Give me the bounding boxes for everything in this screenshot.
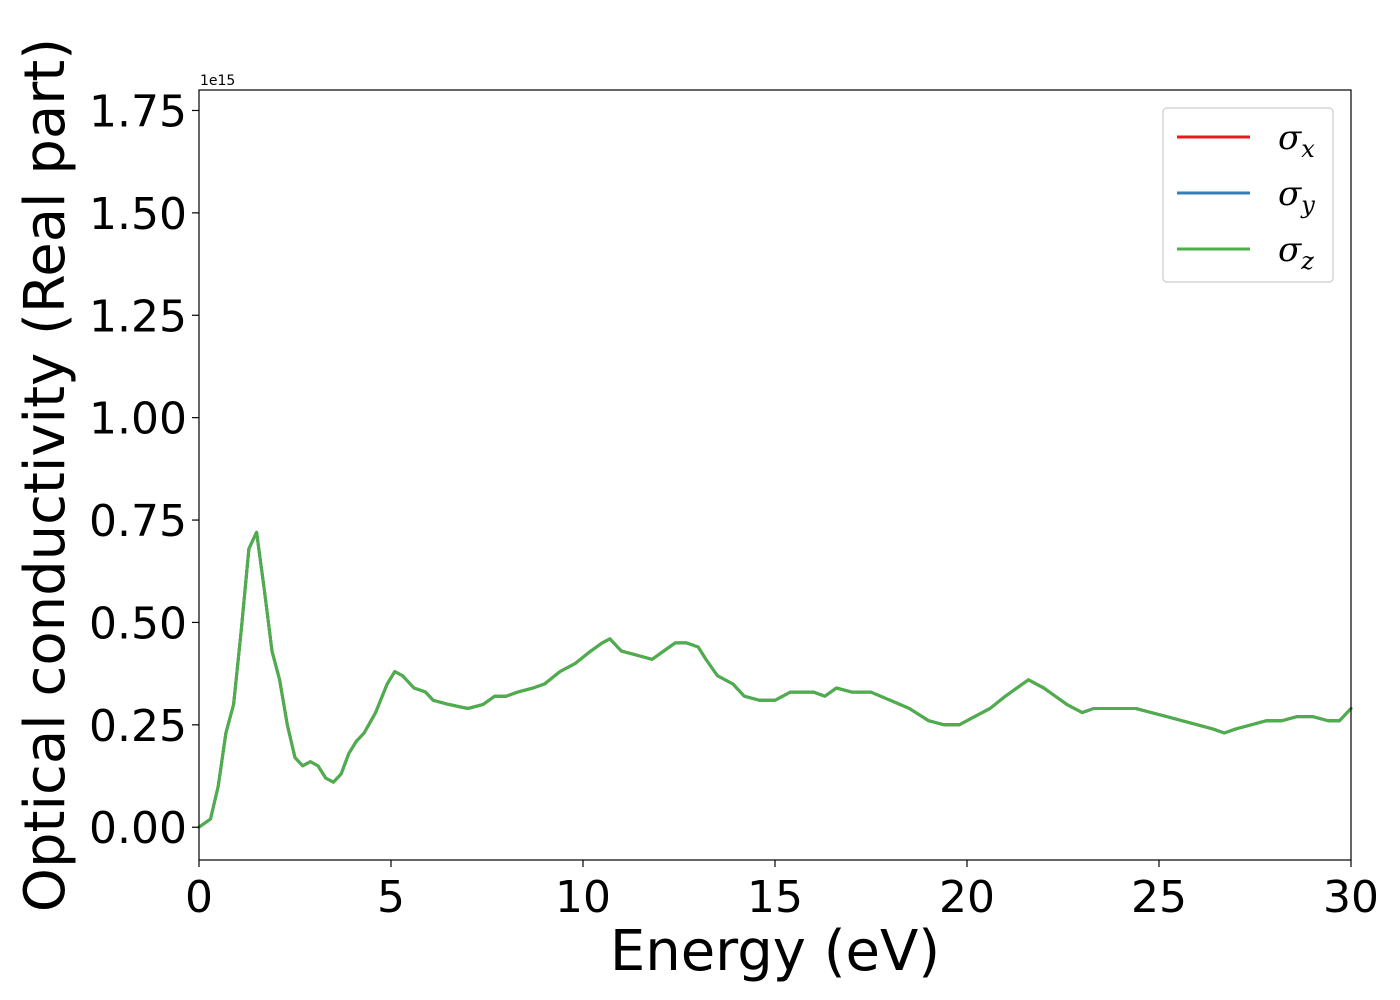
y-axis-label: Optical conductivity (Real part) [13, 38, 78, 912]
x-axis-ticks: 0 5 10 15 20 25 30 [185, 860, 1379, 923]
y-tick-label: 0.75 [89, 496, 187, 547]
y-tick-label: 1.25 [89, 291, 187, 342]
x-tick-label: 10 [555, 872, 611, 923]
series-line-3 [197, 530, 1353, 829]
legend-box [1162, 107, 1334, 283]
y-tick-label: 1.75 [89, 86, 187, 137]
y-tick-label: 0.25 [89, 701, 187, 752]
y-axis-ticks: 0.00 0.25 0.50 0.75 1.00 1.25 1.50 1.75 [89, 86, 199, 854]
y-tick-label: 0.00 [89, 803, 187, 854]
legend-subscript: x [1301, 135, 1315, 163]
y-tick-label: 1.50 [89, 189, 187, 240]
legend-subscript: y [1300, 191, 1315, 219]
legend-label-y: σy [1278, 174, 1315, 219]
x-axis-label: Energy (eV) [610, 919, 940, 984]
y-offset-label: 1e15 [200, 73, 235, 89]
y-tick-label: 0.50 [89, 598, 187, 649]
y-tick-label: 1.00 [89, 394, 187, 445]
series-line-2 [197, 530, 1353, 829]
x-tick-label: 30 [1323, 872, 1379, 923]
x-tick-label: 20 [939, 872, 995, 923]
x-tick-label: 0 [185, 872, 213, 923]
series-line-1 [197, 530, 1353, 829]
series-layer [197, 530, 1353, 829]
x-tick-label: 15 [747, 872, 803, 923]
legend-label-x: σx [1278, 118, 1315, 163]
x-tick-label: 25 [1131, 872, 1187, 923]
legend-subscript: z [1300, 247, 1314, 275]
x-tick-label: 5 [377, 872, 405, 923]
